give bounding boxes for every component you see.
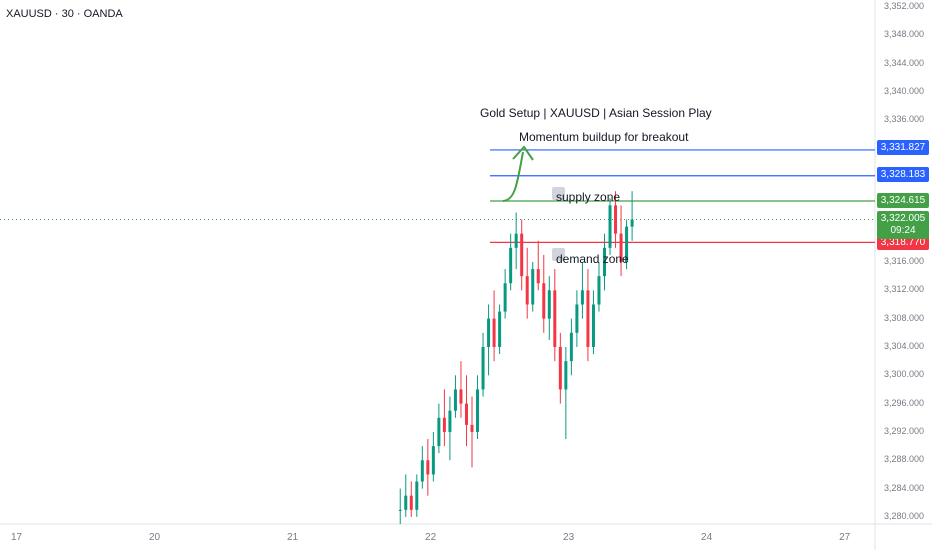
candle-body-18 bbox=[498, 311, 502, 347]
candle-body-12 bbox=[464, 403, 468, 425]
candle-body-6 bbox=[431, 446, 435, 475]
candle-body-5 bbox=[426, 460, 430, 475]
demand-zone-label[interactable]: demand zone bbox=[556, 252, 629, 266]
candle-body-15 bbox=[481, 346, 485, 390]
price-tick: 3,340.000 bbox=[884, 86, 925, 97]
candle-body-32 bbox=[575, 304, 579, 333]
candle-body-7 bbox=[437, 417, 441, 447]
candle-body-25 bbox=[536, 269, 540, 284]
candle-body-11 bbox=[459, 389, 463, 404]
date-tick: 23 bbox=[563, 532, 575, 543]
candle-body-40 bbox=[619, 233, 623, 262]
setup-title-text[interactable]: Gold Setup | XAUUSD | Asian Session Play bbox=[480, 106, 712, 120]
candle-body-35 bbox=[591, 304, 595, 347]
candle-body-39 bbox=[614, 205, 618, 234]
price-label-3324: 3,324.615 bbox=[877, 193, 929, 208]
candle-body-24 bbox=[531, 269, 535, 305]
arrow-head-icon bbox=[512, 145, 534, 161]
date-tick: 17 bbox=[10, 532, 23, 543]
candle-body-13 bbox=[470, 424, 474, 432]
demand-zone-chip[interactable] bbox=[552, 248, 565, 261]
candle-body-16 bbox=[487, 318, 491, 347]
candle-body-42 bbox=[630, 219, 634, 227]
candle-body-10 bbox=[453, 389, 457, 411]
candle-body-4 bbox=[420, 460, 424, 482]
price-tick: 3,296.000 bbox=[884, 397, 925, 408]
price-tick: 3,316.000 bbox=[884, 256, 925, 266]
candle-body-33 bbox=[580, 290, 584, 305]
candle-body-30 bbox=[564, 361, 568, 390]
candle-body-1 bbox=[404, 495, 408, 510]
candle-body-29 bbox=[558, 346, 562, 390]
price-tick: 3,300.000 bbox=[884, 369, 925, 380]
price-tick: 3,312.000 bbox=[884, 284, 925, 295]
candle-body-36 bbox=[597, 276, 601, 305]
price-label-3328: 3,328.183 bbox=[877, 167, 929, 182]
candle-body-8 bbox=[442, 417, 446, 432]
candle-body-0 bbox=[398, 509, 402, 511]
candle-body-34 bbox=[586, 290, 590, 347]
current-price-label: 3,322.005 09:24 bbox=[877, 211, 929, 239]
supply-zone-chip[interactable] bbox=[552, 187, 565, 200]
candle-body-38 bbox=[608, 205, 612, 248]
candle-body-23 bbox=[525, 276, 529, 305]
price-tick: 3,344.000 bbox=[884, 57, 925, 68]
candle-body-21 bbox=[514, 233, 518, 248]
price-label-3331: 3,331.827 bbox=[877, 140, 929, 155]
candle-body-37 bbox=[602, 247, 606, 277]
candle-body-22 bbox=[520, 233, 524, 277]
price-tick: 3,348.000 bbox=[884, 29, 925, 40]
candle-body-9 bbox=[448, 410, 452, 432]
price-tick: 3,352.000 bbox=[884, 1, 925, 12]
date-tick: 20 bbox=[149, 532, 161, 543]
countdown-timer: 09:24 bbox=[890, 225, 916, 236]
candle-body-28 bbox=[553, 290, 557, 347]
candle-body-26 bbox=[542, 283, 546, 319]
candle-body-3 bbox=[415, 481, 419, 510]
breakout-arrow-icon bbox=[502, 151, 524, 202]
price-tick: 3,284.000 bbox=[884, 482, 925, 493]
candle-body-17 bbox=[492, 318, 496, 347]
candle-body-41 bbox=[625, 226, 629, 262]
price-tick: 3,336.000 bbox=[884, 114, 925, 125]
candle-body-27 bbox=[547, 290, 551, 319]
momentum-text[interactable]: Momentum buildup for breakout bbox=[519, 130, 689, 144]
symbol-title[interactable]: XAUUSD · 30 · OANDA bbox=[6, 8, 123, 20]
date-tick: 27 bbox=[839, 532, 851, 543]
candle-body-2 bbox=[409, 495, 413, 510]
candle-body-31 bbox=[569, 332, 573, 362]
date-tick: 22 bbox=[425, 532, 437, 543]
price-tick: 3,288.000 bbox=[884, 454, 925, 465]
date-tick: 24 bbox=[701, 532, 713, 543]
price-tick: 3,308.000 bbox=[884, 312, 925, 323]
candle-body-20 bbox=[509, 247, 513, 284]
current-price-value: 3,322.005 bbox=[880, 213, 926, 224]
candle-body-19 bbox=[503, 283, 507, 312]
price-tick: 3,280.000 bbox=[884, 510, 925, 521]
candle-body-14 bbox=[476, 389, 480, 432]
date-tick: 21 bbox=[287, 532, 299, 543]
price-tick: 3,304.000 bbox=[884, 340, 925, 351]
supply-zone-label[interactable]: supply zone bbox=[556, 190, 621, 204]
price-tick: 3,292.000 bbox=[884, 425, 925, 436]
